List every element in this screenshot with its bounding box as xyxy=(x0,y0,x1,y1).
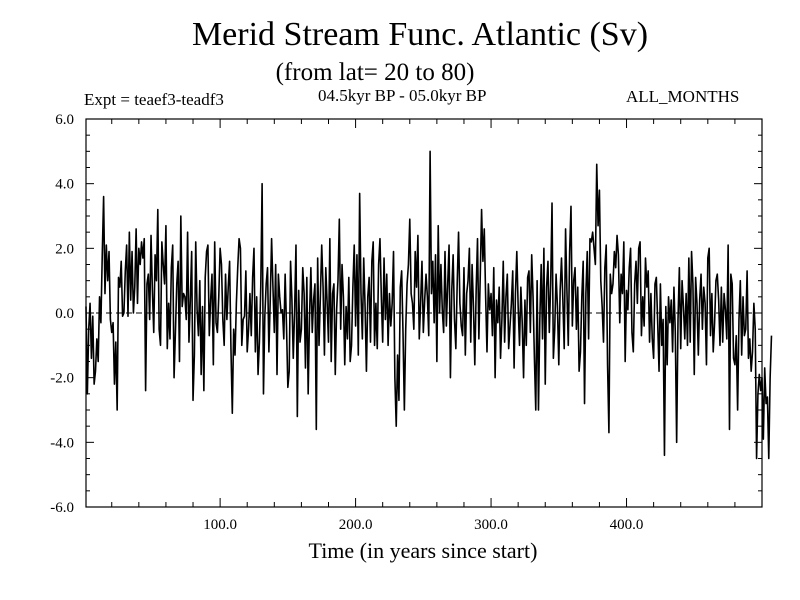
series-line xyxy=(85,150,773,460)
x-tick-label: 100.0 xyxy=(203,517,237,533)
x-axis-label: Time (in years since start) xyxy=(308,538,538,563)
y-tick-label: 2.0 xyxy=(55,241,74,257)
chart-subtitle: (from lat= 20 to 80) xyxy=(275,59,475,86)
period-label: 04.5kyr BP - 05.0kyr BP xyxy=(318,86,487,105)
experiment-label: Expt = teaef3-teadf3 xyxy=(84,90,224,109)
y-tick-label: 0.0 xyxy=(55,306,74,322)
x-tick-label: 400.0 xyxy=(610,517,644,533)
tick-labels-layer: 100.0 200.0 300.0 400.0 -6.0 -4.0 -2.0 0.0 2.0 4.… xyxy=(50,112,643,533)
x-tick-label: 200.0 xyxy=(339,517,373,533)
chart-title: Merid Stream Func. Atlantic (Sv) xyxy=(191,16,649,53)
plot-frame xyxy=(85,118,763,508)
y-tick-label: -6.0 xyxy=(50,500,74,516)
x-tick-label: 300.0 xyxy=(474,517,508,533)
y-tick-label: 4.0 xyxy=(55,177,74,193)
y-tick-label: -2.0 xyxy=(50,371,74,387)
y-tick-label: 6.0 xyxy=(55,112,74,128)
months-label: ALL_MONTHS xyxy=(626,87,740,106)
y-tick-label: -4.0 xyxy=(50,435,74,451)
